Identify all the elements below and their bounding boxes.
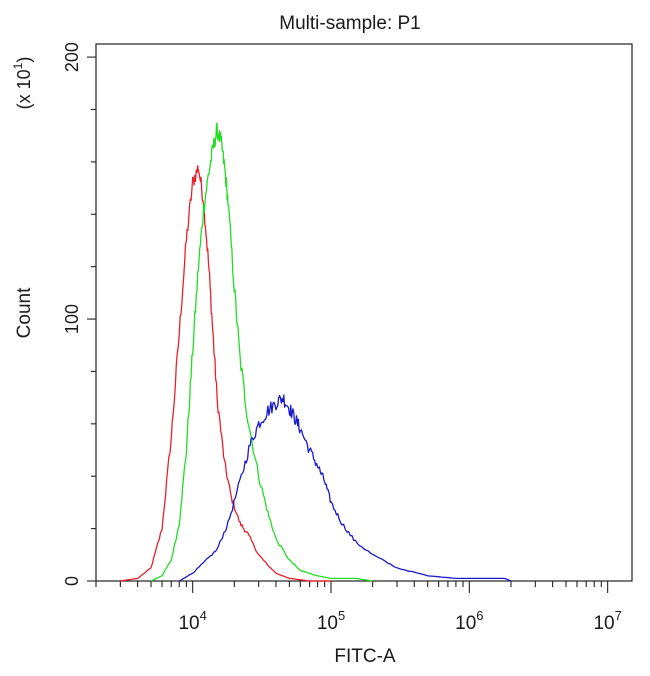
x-axis-label: FITC-A (334, 646, 396, 667)
x-tick-label: 106 (455, 608, 483, 634)
x-tick-label: 107 (593, 608, 621, 634)
y-tick-label: 0 (62, 576, 82, 586)
y-multiplier-suffix: ) (14, 57, 34, 63)
y-axis: 0 100 200 (62, 42, 96, 586)
series-line-0 (120, 165, 331, 582)
y-axis-label: Count (14, 287, 35, 338)
y-tick-label: 100 (62, 304, 82, 334)
y-multiplier-exponent: 1 (11, 62, 25, 69)
plot-area-frame (95, 43, 633, 582)
series-group (120, 122, 512, 582)
y-axis-multiplier: (x 101) (11, 57, 34, 110)
y-multiplier-prefix: (x 10 (14, 69, 34, 109)
y-axis-multiplier-text: (x 101) (11, 57, 34, 110)
x-tick-label: 105 (317, 608, 345, 634)
x-axis: 104 105 106 107 (95, 581, 622, 634)
y-tick-label: 200 (62, 42, 82, 72)
series-line-2 (178, 394, 512, 582)
series-line-1 (150, 122, 373, 582)
x-tick-label: 104 (178, 608, 206, 634)
chart-title: Multi-sample: P1 (279, 13, 421, 34)
